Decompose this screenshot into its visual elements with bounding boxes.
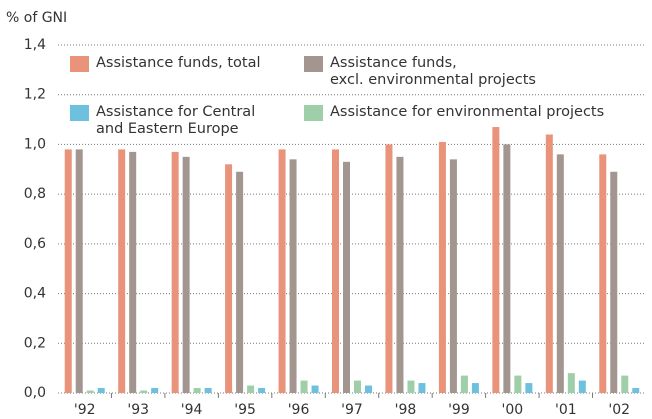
- bar: [182, 156, 190, 393]
- bar: [610, 171, 618, 393]
- legend-label: Assistance for environmental projects: [330, 104, 605, 121]
- y-tick-label: 1,2: [24, 87, 46, 103]
- legend-label: Assistance for Central and Eastern Europ…: [96, 104, 256, 138]
- bar: [129, 151, 137, 393]
- bar: [632, 388, 640, 393]
- x-tick-label: '00: [502, 402, 524, 418]
- bar: [418, 383, 426, 393]
- bar: [396, 156, 404, 393]
- bar: [204, 388, 212, 393]
- bar: [471, 383, 479, 393]
- y-tick-label: 0,6: [24, 236, 46, 252]
- x-tick-label: '92: [74, 402, 96, 418]
- x-tick-label: '94: [181, 402, 203, 418]
- bar: [599, 154, 607, 393]
- bar: [492, 127, 500, 394]
- bar: [97, 388, 105, 393]
- bar: [86, 390, 94, 393]
- bar: [225, 164, 233, 393]
- bar: [151, 388, 159, 393]
- bar: [332, 149, 339, 393]
- bar: [311, 385, 319, 393]
- x-tick-label: '93: [127, 402, 149, 418]
- bar: [278, 149, 286, 393]
- x-tick-label: '02: [608, 402, 630, 418]
- bar: [449, 159, 457, 393]
- bar: [525, 383, 533, 393]
- x-tick-label: '99: [448, 402, 470, 418]
- legend-label: Assistance funds, excl. environmental pr…: [330, 55, 536, 89]
- bar: [300, 380, 308, 393]
- x-tick-label: '01: [555, 402, 577, 418]
- bar: [567, 373, 575, 393]
- bar: [343, 161, 350, 393]
- y-axis-label: % of GNI: [6, 10, 67, 26]
- legend-swatch: [304, 105, 323, 121]
- y-tick-label: 1,0: [24, 136, 46, 152]
- y-tick-label: 0,0: [24, 385, 46, 401]
- bar: [64, 149, 72, 393]
- bar: [460, 375, 468, 393]
- x-tick-label: '96: [288, 402, 310, 418]
- bar: [621, 375, 629, 393]
- x-tick-label: '98: [395, 402, 417, 418]
- bar: [514, 375, 522, 393]
- bar: [503, 144, 511, 393]
- bar: [438, 141, 446, 393]
- x-tick-label: '97: [341, 402, 363, 418]
- legend-swatch: [70, 56, 89, 72]
- bar: [556, 154, 564, 393]
- y-tick-label: 0,8: [24, 186, 46, 202]
- y-tick-label: 1,4: [24, 37, 46, 53]
- bar: [140, 390, 148, 393]
- legend-swatch: [304, 56, 323, 72]
- legend-label: Assistance funds, total: [96, 55, 261, 72]
- bar: [385, 144, 393, 393]
- bar: [578, 380, 586, 393]
- bar: [118, 149, 126, 393]
- bar: [258, 388, 266, 393]
- y-tick-label: 0,2: [24, 335, 46, 351]
- bar: [171, 151, 179, 393]
- bar: [247, 385, 255, 393]
- bar: [75, 149, 83, 393]
- bar: [354, 380, 361, 393]
- bar: [365, 385, 372, 393]
- x-tick-label: '95: [234, 402, 256, 418]
- bar: [407, 380, 415, 393]
- legend-swatch: [70, 105, 89, 121]
- bar: [193, 388, 201, 393]
- bar: [236, 171, 244, 393]
- bar: [545, 134, 553, 393]
- y-tick-label: 0,4: [24, 286, 46, 302]
- bar: [289, 159, 297, 393]
